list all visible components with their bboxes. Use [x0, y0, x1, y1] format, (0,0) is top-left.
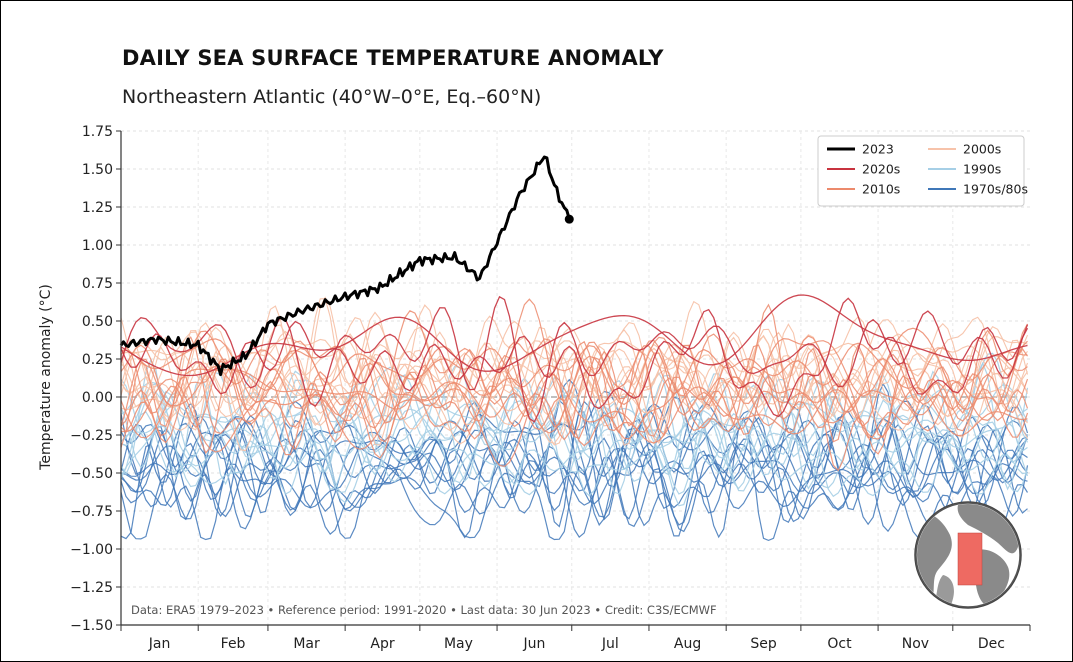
y-tick-label: −0.75 — [70, 504, 113, 520]
y-tick-label: 0.50 — [82, 314, 113, 330]
historical-series-line-25 — [120, 354, 1028, 446]
historical-series-line-39 — [120, 294, 1028, 377]
x-tick-label-jul: Jul — [601, 636, 619, 652]
x-tick-label-jan: Jan — [148, 636, 171, 652]
series-2023-line — [119, 155, 571, 377]
chart-subtitle: Northeastern Atlantic (40°W–0°E, Eq.–60°… — [122, 86, 542, 108]
legend-label: 2023 — [862, 142, 894, 157]
historical-series-line-34 — [120, 347, 1028, 472]
legend-label: 2020s — [862, 162, 900, 177]
historical-series-line-32 — [120, 336, 1029, 439]
historical-series-line-7 — [120, 428, 1028, 540]
historical-series-line-29 — [120, 304, 1029, 444]
historical-series-line-41 — [120, 297, 1029, 418]
y-tick-label: 1.75 — [82, 124, 113, 140]
y-tick-label: 0.00 — [82, 390, 113, 406]
historical-series-line-11 — [120, 376, 1029, 498]
series-2023-last-point — [564, 214, 574, 224]
y-tick-label: −1.50 — [70, 618, 113, 634]
historical-series-line-37 — [120, 372, 1028, 468]
historical-series-line-31 — [120, 303, 1029, 443]
x-tick-label-apr: Apr — [370, 636, 394, 652]
x-tick-label-dec: Dec — [978, 636, 1005, 652]
x-tick-label-may: May — [444, 636, 473, 652]
chart-title: DAILY SEA SURFACE TEMPERATURE ANOMALY — [122, 46, 664, 70]
x-tick-label-jun: Jun — [522, 636, 545, 652]
historical-series-line-36 — [120, 361, 1029, 455]
historical-series-line-38 — [120, 335, 1028, 439]
legend-label: 1970s/80s — [963, 182, 1028, 197]
x-tick-label-sep: Sep — [750, 636, 777, 652]
x-tick-label-nov: Nov — [902, 636, 929, 652]
globe-map-icon — [914, 501, 1022, 609]
data-credit-footer: Data: ERA5 1979–2023 • Reference period:… — [131, 603, 717, 617]
historical-series-line-6 — [120, 416, 1029, 542]
historical-series-line-17 — [120, 352, 1028, 473]
y-tick-label: −1.25 — [70, 580, 113, 596]
y-tick-label: 1.25 — [82, 200, 113, 216]
y-tick-label: 1.50 — [82, 162, 113, 178]
axes: 1.75 1.50 1.25 1.00 0.75 0.50 0.25 0.00 −0.25 −0.… — [70, 124, 1031, 652]
x-tick-label-mar: Mar — [293, 636, 320, 652]
historical-series-line-23 — [120, 323, 1029, 431]
y-tick-label: −1.00 — [70, 542, 113, 558]
historical-series-line-33 — [120, 330, 1028, 408]
historical-series-line-40 — [120, 295, 1029, 423]
y-tick-label: −0.25 — [70, 428, 113, 444]
x-tick-label-oct: Oct — [827, 636, 852, 652]
x-tick-label-aug: Aug — [674, 636, 701, 652]
historical-series-line-13 — [120, 410, 1029, 507]
y-axis-label: Temperature anomaly (°C) — [38, 284, 54, 471]
x-tick-label-feb: Feb — [221, 636, 246, 652]
y-tick-label: 0.25 — [82, 352, 113, 368]
y-tick-label: −0.50 — [70, 466, 113, 482]
historical-series-line-20 — [120, 351, 1028, 445]
legend-label: 2010s — [862, 182, 900, 197]
historical-series — [120, 294, 1029, 542]
series-2023 — [119, 155, 574, 377]
historical-series-line-24 — [120, 298, 1028, 419]
legend-box — [817, 135, 1025, 207]
y-tick-label: 0.75 — [82, 276, 113, 292]
y-tick-label: 1.00 — [82, 238, 113, 254]
historical-series-line-16 — [120, 358, 1029, 495]
legend-label: 2000s — [963, 142, 1001, 157]
legend-label: 1990s — [963, 162, 1001, 177]
historical-series-line-8 — [120, 419, 1028, 509]
legend: 2023 2000s 2020s 1990s 2010s 1970s/80s — [817, 135, 1028, 207]
